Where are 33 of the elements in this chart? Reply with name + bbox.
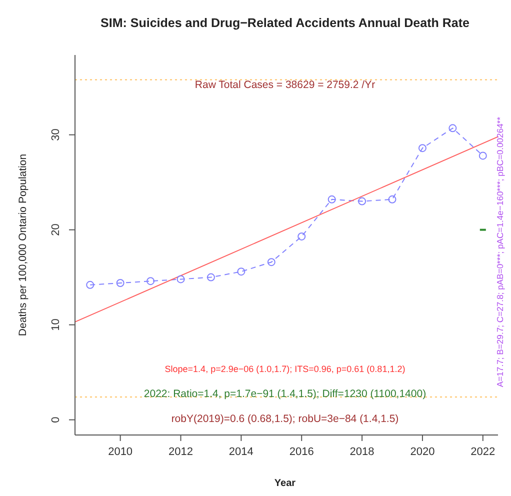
annotation: Raw Total Cases = 38629 = 2759.2 /Yr [194, 79, 376, 91]
point [116, 279, 124, 287]
point [328, 195, 336, 204]
x-tick-label: 2014 [228, 446, 254, 458]
point [388, 195, 396, 204]
y-tick-label: 20 [50, 224, 62, 236]
point [448, 124, 457, 132]
x-tick-label: 2018 [350, 446, 374, 458]
x-tick-label: 2016 [289, 446, 314, 458]
chart-title: SIM: Suicides and Drug−Related Accidents Annual Death Rate [100, 16, 470, 30]
y-tick-label: 30 [50, 128, 62, 141]
y-tick-label: 0 [50, 416, 62, 423]
y-tick-label: 10 [50, 318, 62, 331]
x-tick-label: 2010 [108, 446, 133, 458]
point [237, 268, 246, 276]
point [176, 275, 185, 284]
x-axis-title: Year [274, 478, 296, 489]
point [267, 258, 276, 266]
annotation: robY(2019)=0.6 (0.68,1.5); robU=3e−84 (1.4,1.5) [171, 413, 399, 425]
point [86, 280, 94, 289]
point [478, 152, 487, 160]
x-tick-label: 2012 [168, 446, 193, 458]
annotation: A=17.7; B=29.7; C=27.8; pAB=0***; pAC=1.4e−160***; pBC=0.00264** [495, 116, 505, 388]
point [418, 144, 426, 152]
annotation: 2022: Ratio=1.4, p=1.7e−91 (1.4,1.5); Diff=1230 (1100,1400) [144, 388, 426, 400]
point [206, 273, 215, 282]
annotation: Slope=1.4, p=2.9e−06 (1.0,1.7); ITS=0.96, p=0.61 (0.81,1.2) [164, 364, 406, 374]
point [298, 232, 306, 240]
point [358, 197, 366, 206]
point [146, 277, 155, 286]
x-tick-label: 2020 [410, 446, 435, 458]
x-tick-label: 2022 [470, 446, 496, 458]
y-axis-title: Deaths per 100,000 Ontario Population [17, 154, 29, 336]
